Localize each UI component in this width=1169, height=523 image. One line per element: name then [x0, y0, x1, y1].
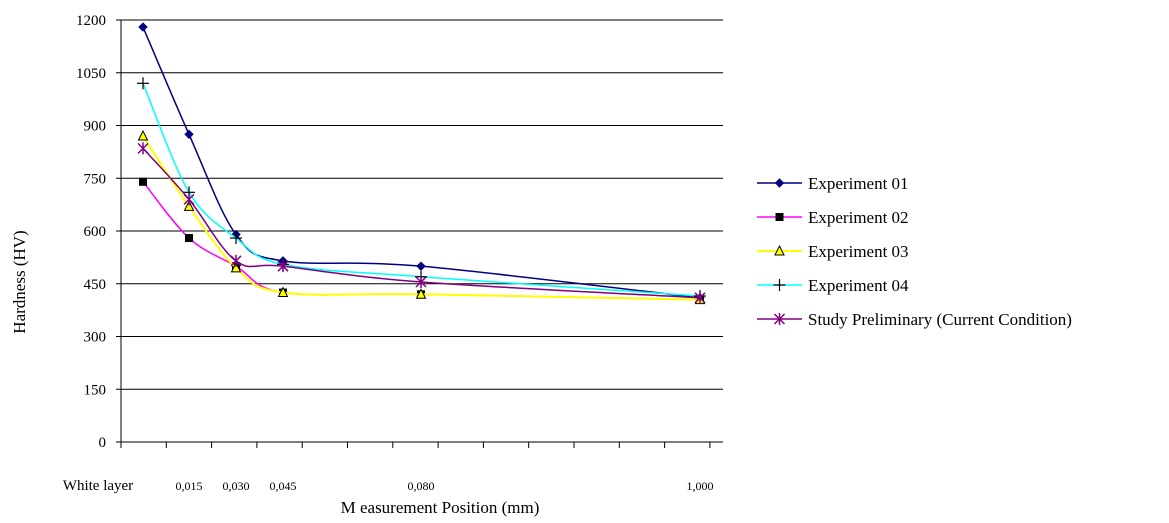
y-tick-label: 1200: [76, 13, 106, 29]
x-tick-label: 1,000: [687, 479, 714, 493]
legend-marker: [775, 213, 784, 221]
legend-item: Experiment 04: [757, 276, 909, 295]
data-point: [137, 129, 149, 141]
data-point: [416, 261, 426, 271]
data-point: [137, 142, 149, 155]
y-tick-label: 900: [84, 119, 107, 135]
x-tick-label: 0,030: [223, 479, 250, 493]
y-tick-label: 750: [84, 171, 107, 187]
marker-shape: [139, 177, 147, 186]
data-point: [184, 129, 194, 139]
data-point: [277, 286, 289, 298]
data-point: [415, 288, 427, 299]
y-tick-label: 150: [84, 382, 107, 398]
marker-shape: [775, 213, 784, 221]
legend-marker: [773, 313, 786, 325]
y-tick-label: 0: [99, 435, 107, 451]
x-tick-label: White layer: [63, 478, 133, 494]
legend-label: Study Preliminary (Current Condition): [808, 310, 1072, 329]
marker-shape: [774, 244, 785, 256]
marker-shape: [184, 129, 194, 139]
legend-label: Experiment 01: [808, 174, 909, 193]
marker-shape: [277, 286, 289, 298]
legend-label: Experiment 02: [808, 208, 909, 227]
series-line: [142, 26, 701, 299]
y-tick-label: 450: [84, 277, 107, 293]
marker-shape: [183, 200, 195, 211]
legend-label: Experiment 04: [808, 276, 909, 295]
marker-shape: [230, 261, 242, 273]
data-point: [277, 260, 289, 273]
legend: Experiment 01 Experiment 02 Experiment 03 E…: [757, 174, 1072, 329]
y-tick-label: 1050: [76, 66, 106, 82]
data-point: [183, 193, 195, 206]
data-point: [230, 232, 242, 245]
data-point: [185, 234, 193, 243]
legend-item: Experiment 03: [757, 242, 909, 261]
marker-shape: [774, 178, 785, 188]
legend-marker: [774, 178, 785, 188]
data-point: [230, 254, 242, 267]
x-tick-label: 0,080: [408, 479, 435, 493]
y-tick-label: 300: [84, 330, 107, 346]
marker-shape: [416, 261, 426, 271]
data-point: [139, 177, 147, 186]
y-tick-label: 600: [84, 224, 107, 240]
data-point: [138, 22, 148, 32]
legend-marker: [773, 279, 786, 291]
data-point: [183, 200, 195, 211]
legend-item: Experiment 02: [757, 208, 909, 227]
data-point: [230, 261, 242, 273]
legend-marker: [774, 244, 785, 256]
marker-shape: [138, 22, 148, 32]
y-axis-title: Hardness (HV): [10, 230, 29, 333]
x-tick-label: 0,045: [270, 479, 297, 493]
marker-shape: [185, 234, 193, 243]
x-axis-title: M easurement Position (mm): [341, 498, 540, 517]
legend-label: Experiment 03: [808, 242, 909, 261]
legend-item: Study Preliminary (Current Condition): [757, 310, 1072, 329]
data-point: [694, 291, 706, 304]
data-point: [415, 275, 427, 288]
legend-item: Experiment 01: [757, 174, 909, 193]
marker-shape: [137, 129, 149, 141]
x-tick-label: 0,015: [176, 479, 203, 493]
marker-shape: [415, 288, 427, 299]
plot-area: 0 150 300 450 600 750 900 1050 1200 White layer 0,…: [63, 13, 723, 494]
data-point: [137, 77, 149, 90]
